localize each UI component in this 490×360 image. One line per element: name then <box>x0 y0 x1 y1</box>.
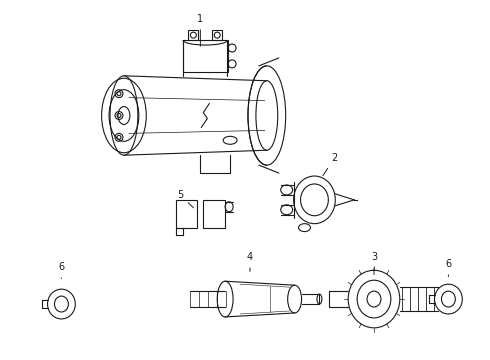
Text: 3: 3 <box>371 252 377 274</box>
Text: 2: 2 <box>323 153 338 176</box>
Text: 6: 6 <box>445 259 451 276</box>
Bar <box>175 200 197 228</box>
Bar <box>183 40 228 72</box>
Bar <box>212 30 222 40</box>
Bar <box>189 30 198 40</box>
Text: 5: 5 <box>177 190 194 208</box>
Text: 6: 6 <box>58 262 65 278</box>
Text: 4: 4 <box>247 252 253 271</box>
Bar <box>203 200 225 228</box>
Text: 1: 1 <box>197 14 203 46</box>
